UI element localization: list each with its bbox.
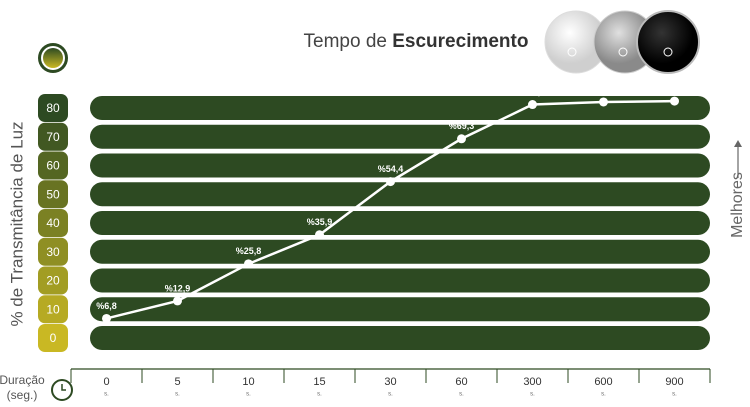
x-axis-label: Duração (seg.) xyxy=(0,373,45,402)
y-tick-label: 40 xyxy=(46,216,60,230)
y-axis-label: % de Transmitância de Luz xyxy=(7,121,26,326)
data-point xyxy=(173,296,182,306)
y-tick-box xyxy=(38,209,68,237)
data-point xyxy=(244,259,253,269)
x-tick-label: 10 xyxy=(242,376,254,388)
grid-band xyxy=(90,239,710,264)
data-point xyxy=(386,177,395,187)
grid-band xyxy=(90,182,710,207)
y-tick-label: 0 xyxy=(50,331,57,345)
data-point xyxy=(102,313,111,323)
x-unit-label: s. xyxy=(459,392,464,398)
right-label: Melhores xyxy=(729,172,746,238)
x-tick-label: 300 xyxy=(523,376,541,388)
legend-icon xyxy=(38,43,68,73)
lens-icons xyxy=(544,10,700,74)
data-label: %35,9 xyxy=(307,217,333,227)
x-tick-label: 5 xyxy=(174,376,180,388)
grid-band xyxy=(90,326,710,350)
y-tick-label: 60 xyxy=(46,159,60,173)
y-tick-label: 50 xyxy=(46,187,60,201)
data-label: %6,8 xyxy=(96,301,117,311)
y-tick-label: 70 xyxy=(46,130,60,144)
x-tick-label: 900 xyxy=(665,376,683,388)
y-tick-box xyxy=(38,266,68,295)
title-text: Tempo de xyxy=(304,31,387,52)
data-point xyxy=(670,96,679,106)
x-unit-label: s. xyxy=(672,392,677,398)
x-unit-label: s. xyxy=(601,392,606,398)
x-tick-label: 600 xyxy=(594,376,612,388)
x-unit-label: s. xyxy=(530,392,535,398)
x-unit-label: s. xyxy=(246,392,251,398)
data-label: %82,1 xyxy=(591,84,617,94)
y-tick-box xyxy=(38,151,68,180)
x-tick-label: 60 xyxy=(455,376,467,388)
y-tick-box xyxy=(38,324,68,352)
grid-band xyxy=(90,268,710,293)
x-tick-label: 30 xyxy=(384,376,396,388)
grid-band xyxy=(90,124,710,149)
x-label-text: (seg.) xyxy=(7,388,38,402)
data-point xyxy=(528,100,537,110)
grid-band xyxy=(90,211,710,235)
better-arrow xyxy=(734,140,742,178)
data-label: %69,3 xyxy=(449,121,475,131)
x-unit-label: s. xyxy=(388,392,393,398)
y-tick-box xyxy=(38,295,68,324)
y-tick-box xyxy=(38,122,68,151)
grid-band xyxy=(90,297,710,322)
data-label: %25,8 xyxy=(236,246,262,256)
y-tick-label: 30 xyxy=(46,245,60,259)
data-label: %12,9 xyxy=(165,283,191,293)
x-tick-label: 0 xyxy=(103,376,109,388)
data-label: %82,4 xyxy=(662,83,688,93)
data-point xyxy=(457,134,466,144)
data-point xyxy=(599,97,608,107)
x-tick-label: 15 xyxy=(313,376,325,388)
y-tick-label: 20 xyxy=(46,274,60,288)
y-tick-box xyxy=(38,94,68,122)
grid-band xyxy=(90,153,710,178)
y-tick-box xyxy=(38,180,68,209)
y-tick-label: 10 xyxy=(46,302,60,316)
data-point xyxy=(315,230,324,240)
y-tick-label: 80 xyxy=(46,101,60,115)
data-label: %54,4 xyxy=(378,164,404,174)
data-label: %81,2 xyxy=(520,87,546,97)
x-unit-label: s. xyxy=(175,392,180,398)
alarm-icon xyxy=(51,379,73,401)
y-tick-box xyxy=(38,237,68,266)
title-emphasis: Escurecimento xyxy=(392,31,528,52)
x-unit-label: s. xyxy=(317,392,322,398)
chart-title: Tempo de Escurecimento xyxy=(304,31,529,52)
grid-band xyxy=(90,96,710,120)
x-unit-label: s. xyxy=(104,392,109,398)
x-label-text: Duração xyxy=(0,373,45,387)
